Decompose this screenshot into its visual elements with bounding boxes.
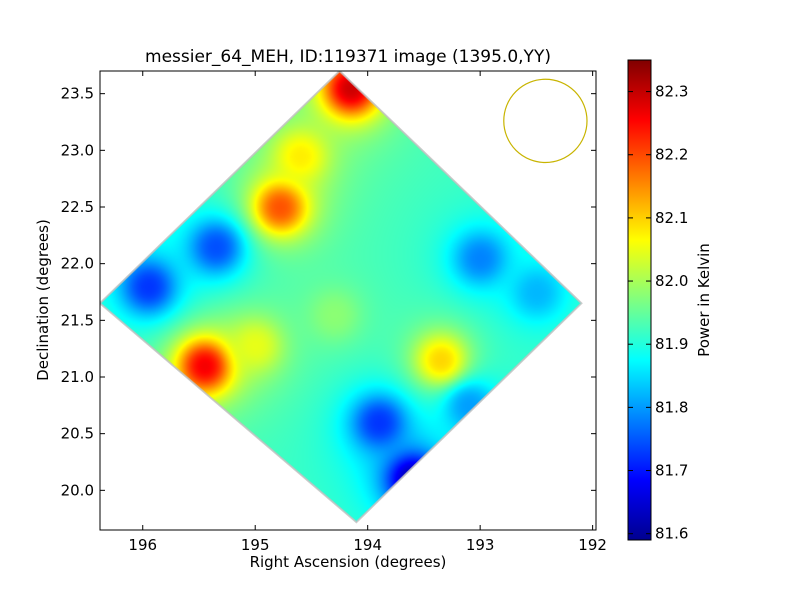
- colorbar-tick-label: 82.3: [655, 83, 688, 101]
- x-axis-label: Right Ascension (degrees): [250, 553, 447, 571]
- colorbar-tick-label: 82.2: [655, 146, 688, 164]
- y-tick-label: 20.5: [61, 425, 94, 443]
- y-tick-label: 23.5: [61, 85, 94, 103]
- colorbar-ticks: 81.6 81.7 81.8 81.9 82.0 82.1 82.2 82.3: [628, 83, 688, 543]
- colorbar-label: Power in Kelvin: [695, 243, 713, 357]
- x-tick-label: 194: [353, 536, 382, 554]
- heatmap-area: [100, 71, 588, 524]
- x-tick-label: 192: [578, 536, 607, 554]
- y-tick-label: 22.5: [61, 198, 94, 216]
- beam-circle: [503, 78, 588, 164]
- colorbar-tick-label: 81.9: [655, 335, 688, 353]
- y-tick-label: 21.5: [61, 311, 94, 329]
- footprint-outline: [100, 71, 583, 524]
- colorbar-tick-label: 81.7: [655, 462, 688, 480]
- y-tick-label: 21.0: [61, 368, 94, 386]
- x-axis: 196 195 194 193 192: [128, 71, 607, 554]
- x-tick-label: 195: [241, 536, 270, 554]
- y-tick-label: 22.0: [61, 255, 94, 273]
- y-tick-label: 20.0: [61, 481, 94, 499]
- colorbar-tick-label: 81.6: [655, 525, 688, 543]
- colorbar: [627, 59, 652, 541]
- plot-frame: [99, 70, 597, 531]
- colorbar-tick-label: 82.0: [655, 272, 688, 290]
- y-axis-label: Declination (degrees): [34, 219, 52, 381]
- y-axis: 20.0 20.5 21.0 21.5 22.0 22.5 23.0 23.5: [61, 85, 596, 499]
- heatmap-image: [100, 71, 582, 523]
- x-tick-label: 196: [128, 536, 157, 554]
- chart-title: messier_64_MEH, ID:119371 image (1395.0,…: [145, 47, 551, 67]
- colorbar-tick-label: 82.1: [655, 209, 688, 227]
- colorbar-tick-label: 81.8: [655, 398, 688, 416]
- y-tick-label: 23.0: [61, 141, 94, 159]
- x-tick-label: 193: [466, 536, 495, 554]
